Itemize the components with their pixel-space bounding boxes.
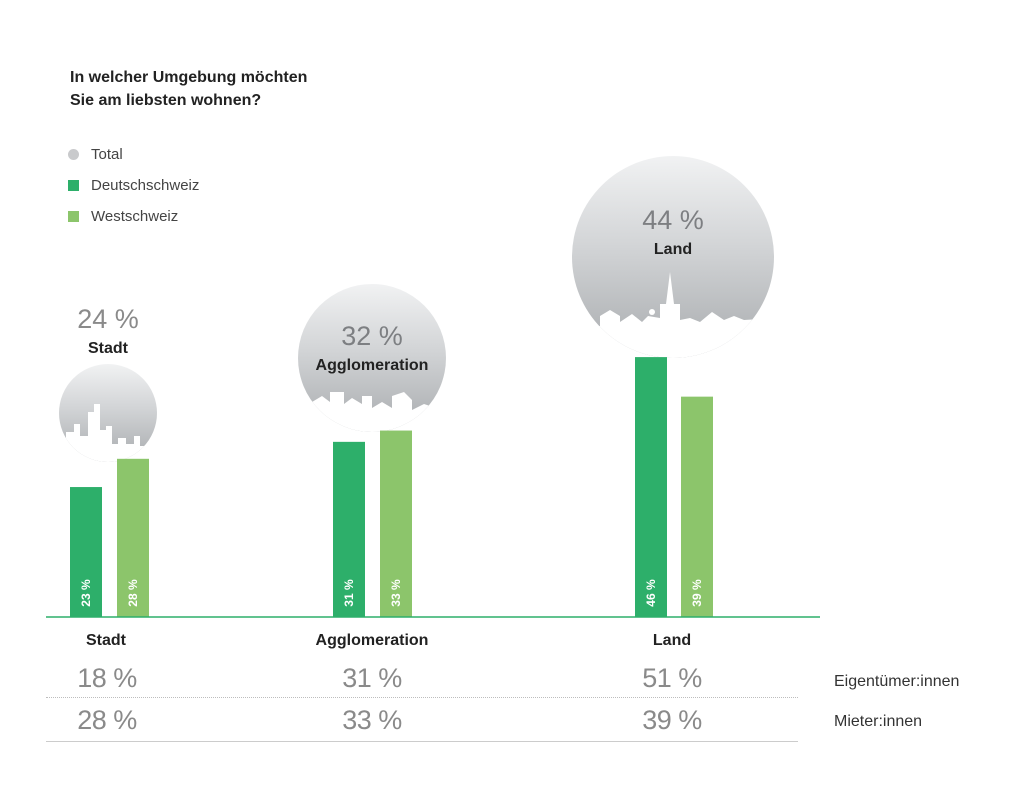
legend-marker-westschweiz: [68, 211, 79, 222]
legend-label-deutschschweiz: Deutschschweiz: [91, 177, 200, 194]
total-value-stadt: 24 %: [77, 304, 139, 334]
total-category-land: Land: [654, 241, 692, 258]
bar-westschweiz-stadt: [117, 458, 149, 617]
legend-marker-deutschschweiz: [68, 180, 79, 191]
bar-deutschschweiz-land: [635, 357, 667, 617]
bar-label-deutschschweiz-agglomeration: 31 %: [342, 579, 356, 607]
legend-label-total: Total: [91, 146, 123, 163]
legend-item-deutschschweiz: Deutschschweiz: [68, 170, 199, 201]
total-category-stadt: Stadt: [88, 340, 129, 357]
chart-title-line-1: In welcher Umgebung möchten: [70, 69, 308, 86]
bar-label-deutschschweiz-stadt: 23 %: [79, 579, 93, 607]
legend-item-total: Total: [68, 139, 199, 170]
total-bubble-stadt: [59, 364, 157, 462]
legend-label-westschweiz: Westschweiz: [91, 208, 179, 225]
bar-label-westschweiz-land: 39 %: [690, 579, 704, 607]
legend-item-westschweiz: Westschweiz: [68, 201, 199, 232]
legend-marker-total: [68, 149, 79, 160]
bar-label-westschweiz-stadt: 28 %: [126, 579, 140, 607]
total-value-land: 44 %: [642, 205, 704, 235]
chart-title: In welcher Umgebung möchten Sie am liebs…: [70, 66, 307, 112]
total-value-agglomeration: 32 %: [341, 321, 403, 351]
bar-label-deutschschweiz-land: 46 %: [644, 579, 658, 607]
total-bubble-land: [572, 156, 774, 358]
bar-westschweiz-agglomeration: [380, 430, 412, 617]
bar-label-westschweiz-agglomeration: 33 %: [389, 579, 403, 607]
total-category-agglomeration: Agglomeration: [316, 357, 429, 374]
bar-westschweiz-land: [681, 396, 713, 617]
bar-deutschschweiz-agglomeration: [333, 441, 365, 617]
chart-title-line-2: Sie am liebsten wohnen?: [70, 92, 262, 109]
legend: Total Deutschschweiz Westschweiz: [68, 139, 199, 232]
bar-deutschschweiz-stadt: [70, 487, 102, 617]
